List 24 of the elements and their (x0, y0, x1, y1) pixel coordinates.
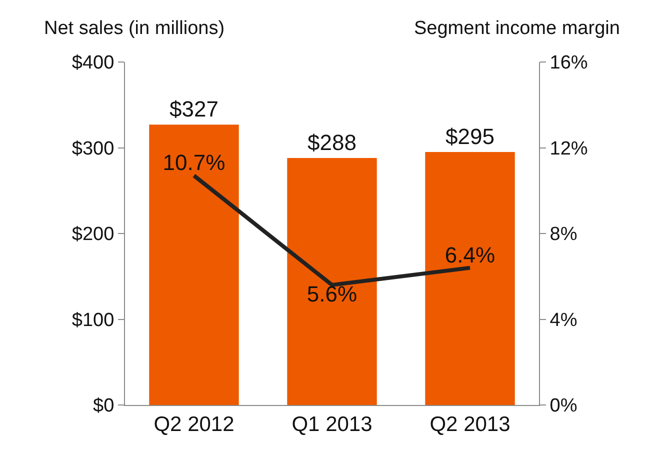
y2-tick-label: 16% (550, 52, 588, 74)
y2-tick-label: 12% (550, 138, 588, 160)
data-label: $295 (446, 124, 494, 150)
y-tick-label: $0 (93, 396, 114, 417)
y2-tick-label: 0% (550, 396, 578, 417)
y-tick-label: $100 (72, 310, 114, 331)
y-tick-label: $300 (72, 138, 114, 160)
data-label: 6.4% (444, 242, 496, 268)
y-axis-title: Net sales (in millions) (44, 18, 225, 39)
bar (425, 152, 515, 405)
x-tick-label: Q1 2013 (292, 413, 372, 436)
data-label: 5.6% (306, 281, 358, 306)
x-tick-label: Q2 2012 (154, 413, 234, 436)
y-tick-label: $400 (72, 52, 114, 74)
bar (149, 124, 239, 405)
data-label: $288 (308, 130, 356, 156)
y2-tick-label: 4% (550, 310, 578, 331)
y-tick-label: $200 (72, 224, 114, 246)
data-label: $327 (170, 96, 218, 122)
y2-tick-label: 8% (550, 224, 578, 246)
y2-axis-title: Segment income margin (414, 18, 620, 39)
data-label: 10.7% (162, 150, 226, 176)
bar (287, 158, 377, 405)
x-tick-label: Q2 2013 (430, 413, 510, 436)
